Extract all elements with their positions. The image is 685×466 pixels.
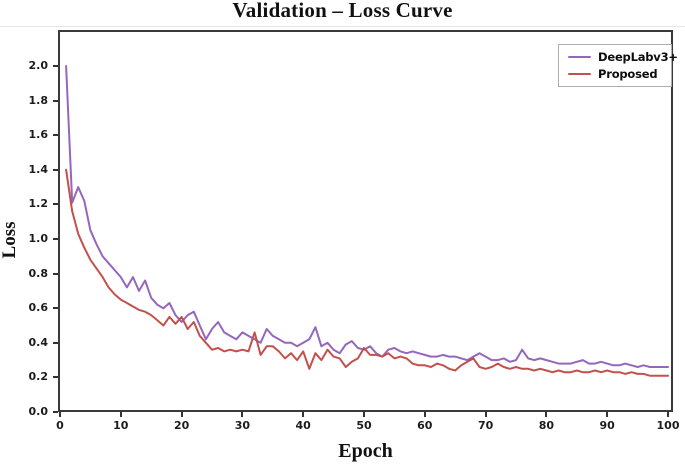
y-tick-label: 1.2 [28, 197, 49, 211]
x-tick-label: 90 [599, 419, 615, 432]
x-tick-mark [484, 412, 487, 417]
chart-title: Validation – Loss Curve [232, 0, 453, 22]
y-tick-label: 0.0 [28, 405, 49, 418]
x-tick-label: 50 [356, 419, 372, 432]
x-tick-label: 30 [234, 419, 251, 432]
y-tick-label: 0.2 [28, 370, 49, 384]
y-tick-mark [53, 203, 58, 206]
chart-legend: DeepLabv3+ Proposed [558, 44, 678, 87]
legend-label-proposed: Proposed [598, 67, 658, 81]
y-axis-label: Loss [0, 221, 20, 259]
divider-line [0, 26, 685, 27]
y-tick-label: 0.4 [28, 335, 49, 349]
x-tick-label: 20 [173, 419, 190, 432]
y-tick-label: 2.0 [28, 59, 49, 72]
y-tick-mark [53, 238, 58, 240]
x-tick-label: 0 [56, 419, 64, 432]
x-tick-label: 70 [477, 419, 494, 432]
y-tick-mark [53, 99, 58, 102]
y-tick-mark [53, 341, 58, 344]
y-tick-label: 1.8 [28, 93, 49, 107]
y-tick-mark [53, 307, 58, 310]
y-tick-mark [53, 376, 58, 379]
x-tick-mark [180, 412, 183, 417]
y-tick-mark [53, 65, 58, 67]
x-tick-mark [363, 412, 365, 417]
x-tick-label: 80 [538, 419, 555, 432]
y-tick-label: 1.0 [28, 232, 49, 245]
x-tick-mark [241, 412, 244, 417]
x-tick-mark [667, 412, 669, 417]
y-tick-label: 0.6 [28, 301, 49, 315]
x-tick-mark [59, 412, 61, 417]
legend-label-deeplabv3: DeepLabv3+ [598, 50, 678, 64]
y-tick-label: 1.6 [28, 128, 49, 142]
line-chart-canvas [65, 65, 669, 377]
legend-entry-deeplabv3: DeepLabv3+ [568, 50, 678, 65]
x-tick-mark [545, 412, 548, 417]
x-tick-label: 10 [113, 419, 129, 432]
series-line-deeplabv3- [65, 65, 669, 368]
y-tick-label: 0.8 [28, 266, 49, 280]
legend-entry-proposed: Proposed [568, 67, 665, 82]
x-tick-mark [119, 412, 122, 417]
y-tick-mark [53, 272, 58, 275]
x-tick-label: 40 [295, 419, 311, 432]
y-tick-mark [53, 134, 58, 137]
x-tick-mark [606, 412, 609, 417]
y-tick-mark [53, 411, 58, 413]
legend-line-swatch-proposed [568, 72, 591, 76]
x-tick-label: 60 [417, 419, 433, 432]
x-tick-mark [302, 412, 305, 417]
x-tick-mark [423, 412, 426, 417]
plot-area [58, 30, 673, 412]
legend-line-swatch-deeplabv3 [568, 55, 591, 59]
x-tick-label: 100 [656, 419, 680, 432]
y-tick-mark [53, 168, 58, 171]
series-line-proposed [65, 168, 669, 377]
x-axis-label: Epoch [338, 440, 393, 462]
y-tick-label: 1.4 [28, 162, 49, 176]
